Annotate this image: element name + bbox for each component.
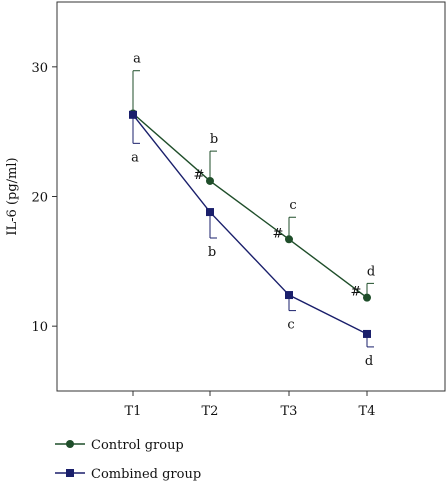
significance-label: b	[210, 132, 218, 147]
plot-frame	[56, 1, 446, 392]
significance-label: #	[351, 285, 362, 300]
significance-label: a	[131, 150, 139, 165]
data-point	[285, 235, 293, 244]
x-tick-label: T4	[359, 404, 376, 419]
data-point	[285, 291, 293, 300]
x-tick-label: T2	[202, 404, 219, 419]
legend-marker	[66, 440, 74, 448]
significance-label: d	[365, 354, 373, 369]
y-tick-label: 30	[31, 61, 48, 76]
significance-label: b	[208, 245, 216, 260]
annotation-layer: a a b # b c # c d # d	[131, 52, 375, 369]
legend: Control group Combined group	[55, 438, 201, 482]
x-tick-label: T3	[281, 404, 298, 419]
legend-label: Control group	[91, 438, 184, 453]
legend-label: Combined group	[91, 467, 201, 482]
significance-label: a	[133, 52, 141, 67]
significance-label: c	[287, 318, 294, 333]
data-point	[129, 110, 137, 119]
significance-label: #	[194, 168, 205, 183]
legend-item: Control group	[55, 438, 184, 453]
series-layer	[129, 70, 374, 348]
series-line	[132, 114, 368, 335]
y-tick-label: 10	[31, 320, 48, 335]
y-axis-label: IL-6 (pg/ml)	[5, 157, 20, 235]
data-point	[363, 329, 371, 338]
data-point	[363, 293, 371, 302]
y-tick-label: 20	[31, 191, 48, 206]
legend-item: Combined group	[55, 467, 201, 482]
data-point	[206, 208, 214, 217]
axes: 10 20 30 T1 T2 T3 T4 IL-6 (pg/ml)	[5, 1, 446, 419]
significance-label: #	[273, 226, 284, 241]
data-point	[206, 176, 214, 185]
series-control	[129, 70, 374, 302]
x-tick-label: T1	[125, 404, 142, 419]
significance-label: d	[367, 264, 375, 279]
legend-marker	[66, 469, 74, 477]
significance-label: c	[289, 198, 296, 213]
series-combined	[129, 110, 374, 348]
series-line	[132, 112, 368, 299]
